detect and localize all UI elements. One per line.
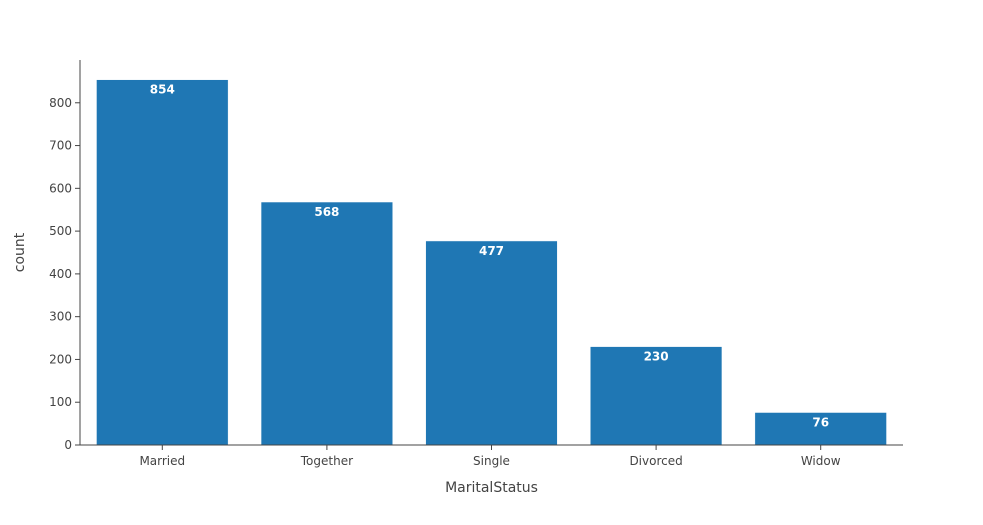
x-tick-label-married: Married xyxy=(139,454,185,468)
y-tick-label-600: 600 xyxy=(49,181,72,195)
y-tick-label-800: 800 xyxy=(49,96,72,110)
data-label-widow: 76 xyxy=(812,415,829,429)
y-axis-ticks: 0 100 200 300 400 500 600 700 800 xyxy=(49,96,80,452)
y-tick-label-0: 0 xyxy=(64,438,72,452)
y-tick-label-700: 700 xyxy=(49,139,72,153)
y-axis-title: count xyxy=(12,232,28,272)
y-tick-label-300: 300 xyxy=(49,310,72,324)
x-tick-label-divorced: Divorced xyxy=(629,454,682,468)
x-axis-ticks: Married Together Single Divorced Widow xyxy=(139,445,841,468)
data-labels-group: 854 568 477 230 76 xyxy=(150,83,829,430)
x-tick-label-widow: Widow xyxy=(801,454,841,468)
y-tick-label-400: 400 xyxy=(49,267,72,281)
y-tick-label-100: 100 xyxy=(49,395,72,409)
bar-together xyxy=(260,201,393,446)
bar-single xyxy=(425,240,558,446)
bar-divorced xyxy=(590,346,723,446)
y-tick-label-500: 500 xyxy=(49,224,72,238)
data-label-divorced: 230 xyxy=(644,350,669,364)
y-tick-label-200: 200 xyxy=(49,352,72,366)
x-tick-label-together: Together xyxy=(300,454,353,468)
bar-widow xyxy=(754,412,887,446)
bars-group xyxy=(96,79,887,446)
bar-married xyxy=(96,79,229,446)
data-label-single: 477 xyxy=(479,244,504,258)
x-tick-label-single: Single xyxy=(473,454,510,468)
x-axis-title: MaritalStatus xyxy=(445,480,538,496)
data-label-together: 568 xyxy=(314,205,339,219)
data-label-married: 854 xyxy=(150,83,175,97)
